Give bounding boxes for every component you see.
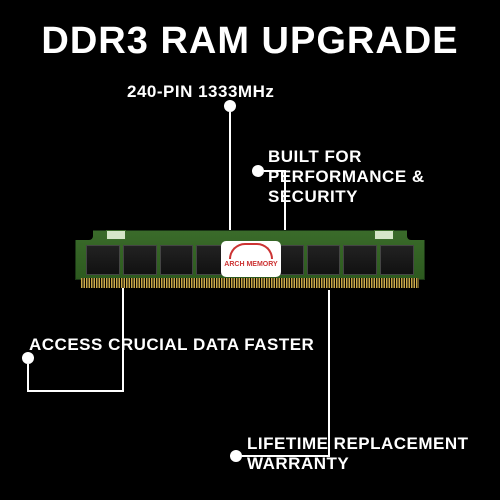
product-ram-module: ARCH MEMORY <box>75 222 425 292</box>
leader-line-access-v2 <box>122 288 124 392</box>
ram-chip <box>86 245 120 275</box>
brand-logo-text: ARCH MEMORY <box>224 261 277 269</box>
callout-performance: BUILT FOR PERFORMANCE & SECURITY <box>268 147 500 207</box>
pcb-notch-right <box>407 230 425 240</box>
leader-line-spec <box>229 112 231 230</box>
headline-text: DDR3 RAM UPGRADE <box>0 20 500 63</box>
leader-line-access-h <box>27 390 124 392</box>
leader-line-perf-h <box>264 170 286 172</box>
leader-dot-warranty <box>230 450 242 462</box>
callout-spec: 240-PIN 1333MHz <box>127 82 274 102</box>
pcb-notch-left <box>75 230 93 240</box>
ram-chip <box>380 245 414 275</box>
leader-line-warranty-h <box>242 455 330 457</box>
brand-logo: ARCH MEMORY <box>221 241 281 277</box>
callout-access: ACCESS CRUCIAL DATA FASTER <box>29 335 314 355</box>
infographic-canvas: DDR3 RAM UPGRADE 240-PIN 1333MHz BUILT F… <box>0 0 500 500</box>
pcb-tab-right <box>374 230 394 240</box>
leader-dot-access <box>22 352 34 364</box>
leader-line-warranty-v <box>328 290 330 457</box>
ram-chip <box>307 245 341 275</box>
ram-chip <box>160 245 194 275</box>
leader-line-access-v1 <box>27 364 29 390</box>
pcb-tab-left <box>106 230 126 240</box>
ram-pcb: ARCH MEMORY <box>75 230 425 280</box>
leader-dot-perf <box>252 165 264 177</box>
ram-chip <box>123 245 157 275</box>
ram-gold-contacts <box>81 278 419 288</box>
callout-warranty: LIFETIME REPLACEMENT WARRANTY <box>247 434 500 474</box>
leader-dot-spec <box>224 100 236 112</box>
ram-chip <box>343 245 377 275</box>
